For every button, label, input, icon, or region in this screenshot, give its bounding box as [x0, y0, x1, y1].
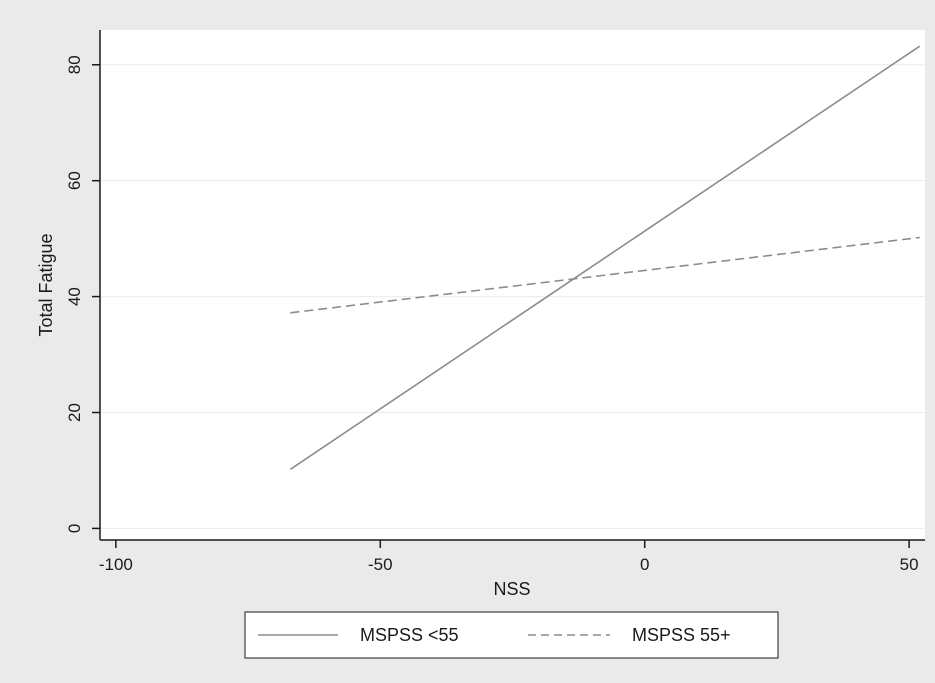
- y-axis-title: Total Fatigue: [36, 233, 56, 336]
- tick-layer: 0 20 40 60 80 -100 -50 0 50: [65, 55, 919, 574]
- x-tick-label: -100: [99, 555, 133, 574]
- series-layer: [289, 45, 921, 470]
- x-tick-label: 50: [900, 555, 919, 574]
- y-tick-label: 40: [65, 287, 84, 306]
- plot-area: [100, 30, 925, 540]
- y-tick-label: 60: [65, 171, 84, 190]
- legend: MSPSS <55 MSPSS 55+: [244, 611, 779, 659]
- y-tick-label: 80: [65, 55, 84, 74]
- grid-layer: [100, 64, 925, 529]
- legend-label-mspss-55plus: MSPSS 55+: [632, 625, 731, 645]
- x-tick-label: -50: [368, 555, 393, 574]
- y-tick-label: 0: [65, 524, 84, 533]
- legend-label-mspss-lt55: MSPSS <55: [360, 625, 459, 645]
- y-tick-label: 20: [65, 403, 84, 422]
- series-line-mspss-55plus: [290, 236, 920, 314]
- x-axis-title: NSS: [493, 579, 530, 599]
- series-line-mspss-lt55: [289, 45, 921, 470]
- x-tick-label: 0: [640, 555, 649, 574]
- axis-layer: [99, 30, 925, 541]
